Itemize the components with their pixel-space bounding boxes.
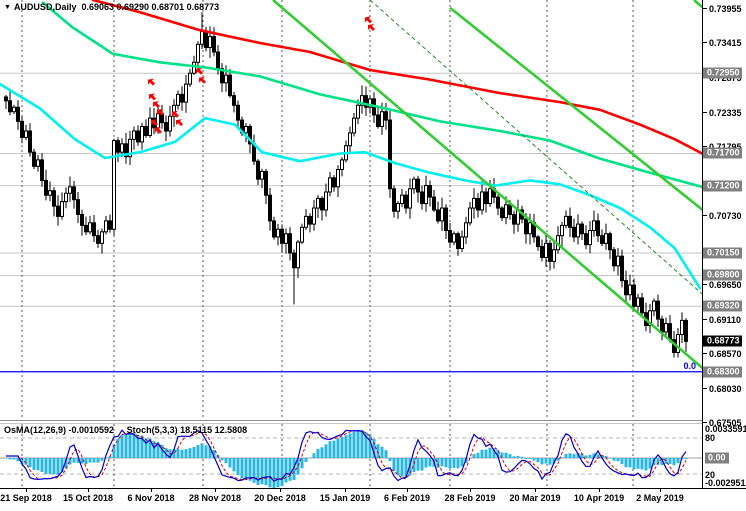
collapse-chart-icon[interactable]: ▼: [4, 4, 11, 11]
level-price-box: 0.71700: [703, 147, 742, 159]
price-tick: 0.69650: [703, 280, 742, 290]
date-label: 15 Jan 2019: [319, 493, 371, 503]
date-label: 10 Apr 2019: [573, 493, 625, 503]
current-price-box: 0.68773: [703, 335, 742, 347]
price-tick: 0.70730: [703, 211, 742, 221]
osma-histogram: [4, 429, 688, 488]
indicator-axis-label: 80: [705, 433, 716, 443]
ohlc-readout: 0.69063 0.69290 0.68701 0.68773: [81, 2, 220, 12]
time-tick: [151, 489, 152, 492]
ma-slow-red: [91, 0, 702, 155]
dashed-trendline[interactable]: [369, 0, 702, 297]
price-tick: 0.67505: [703, 418, 742, 428]
indicator-axis-label: -0.002951: [705, 478, 746, 488]
date-label: 6 Nov 2018: [127, 493, 175, 503]
ma-fast-cyan: [0, 82, 702, 290]
date-label: 21 Sep 2018: [0, 493, 52, 503]
period-separators: [21, 0, 634, 420]
chart-title: ▼ AUDUSD,Daily 0.69063 0.69290 0.68701 0.…: [4, 2, 219, 12]
price-tick: 0.73415: [703, 38, 742, 48]
time-tick: [599, 489, 600, 492]
fibo-line-label: 0.0: [683, 361, 696, 371]
symbol-period-label: AUDUSD,Daily: [13, 2, 77, 12]
date-label: 28 Feb 2019: [444, 493, 496, 503]
price-tick: 0.68570: [703, 349, 742, 359]
osma-label: OsMA(12,26,9) -0.0010592: [4, 425, 115, 435]
time-tick: [26, 489, 27, 492]
indicator-subwindow[interactable]: [0, 424, 702, 488]
date-label: 20 Mar 2019: [509, 493, 561, 503]
price-tick: 0.69110: [703, 315, 741, 325]
time-tick: [660, 489, 661, 492]
time-tick: [345, 489, 346, 492]
price-tick: 0.71795: [703, 142, 742, 152]
sell-arrow-markers: [148, 16, 375, 134]
horizontal-levels: [0, 72, 702, 307]
date-label: 28 Nov 2018: [188, 493, 242, 503]
price-axis[interactable]: 0.739550.734150.728750.723350.717950.707…: [702, 0, 746, 488]
level-price-box: 0.69320: [703, 300, 742, 312]
ma-mid-green: [41, 1, 702, 189]
level-price-box: 0.68300: [703, 366, 742, 378]
level-price-box: 0.69800: [703, 269, 742, 281]
price-tick: 0.68030: [703, 384, 742, 394]
level-price-box: 0.70150: [703, 247, 742, 259]
date-label: 2 May 2019: [636, 493, 684, 503]
level-price-box: 0.72950: [703, 67, 742, 79]
time-tick: [280, 489, 281, 492]
panel-splitter[interactable]: [0, 420, 746, 424]
stoch-main-line: [6, 429, 687, 482]
indicator-axis-label: 0.0033591: [705, 424, 746, 434]
time-tick: [215, 489, 216, 492]
trendlines[interactable]: [272, 0, 702, 371]
date-label: 15 Oct 2018: [62, 493, 114, 503]
stoch-signal-line: [6, 430, 687, 481]
time-tick: [535, 489, 536, 492]
price-tick: 0.73955: [703, 4, 742, 14]
date-label: 20 Dec 2018: [254, 493, 306, 503]
indicator-axis-label: 0.00: [705, 452, 729, 464]
candles: [4, 12, 688, 358]
stoch-label: Stoch(5,3,3) 18.5115 12.5808: [126, 425, 248, 435]
price-tick: 0.72335: [703, 108, 742, 118]
time-tick: [88, 489, 89, 492]
time-tick: [407, 489, 408, 492]
indicator-axis-label: 20: [705, 470, 716, 480]
time-tick: [470, 489, 471, 492]
main-chart-area[interactable]: 0.0: [0, 0, 702, 420]
date-label: 6 Feb 2019: [383, 493, 431, 503]
indicator-labels: OsMA(12,26,9) -0.0010592 Stoch(5,3,3) 18…: [4, 425, 257, 435]
level-price-box: 0.71200: [703, 180, 742, 192]
time-axis[interactable]: 21 Sep 2018 15 Oct 2018 6 Nov 2018 28 Nov 2…: [0, 488, 746, 511]
